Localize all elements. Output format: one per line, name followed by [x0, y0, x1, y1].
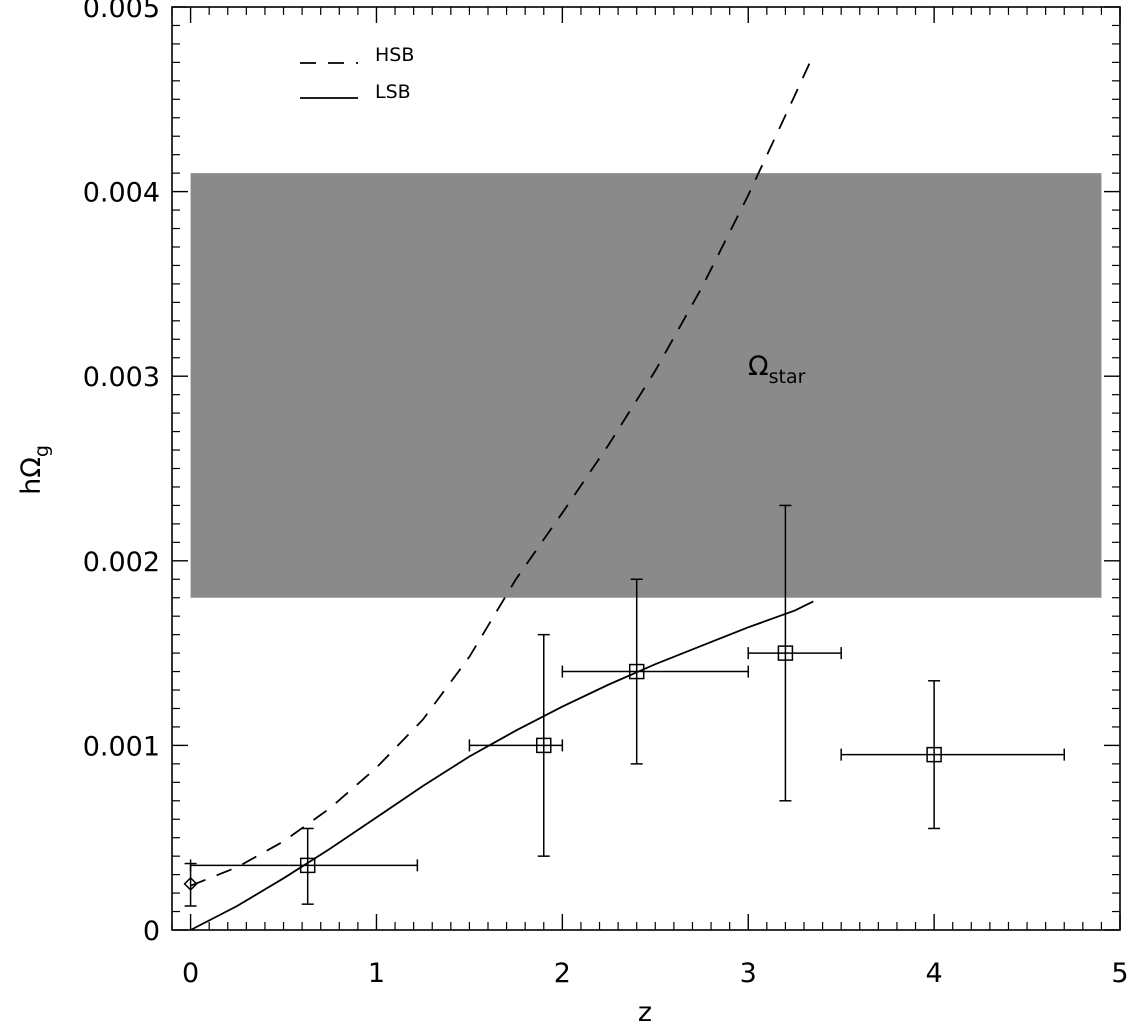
y-tick-label: 0.002	[83, 547, 160, 578]
square-marker	[536, 737, 552, 754]
shaded-region-label: Ωstar	[748, 351, 806, 388]
legend: HSB LSB	[300, 44, 414, 103]
data-point-4	[561, 578, 749, 765]
shaded-region-label-main: Ω	[748, 351, 769, 382]
data-point-5	[747, 504, 842, 802]
y-tick-label: 0.001	[83, 731, 160, 762]
square-marker	[926, 746, 942, 763]
data-point-3	[468, 633, 564, 857]
series-line-hsb	[190, 54, 815, 887]
y-axis-label-sub: g	[31, 445, 53, 457]
data-point-6	[840, 680, 1065, 830]
series-line-lsb	[190, 600, 814, 931]
square-marker	[628, 663, 645, 680]
x-tick-label: 0	[182, 958, 199, 989]
y-axis-label-main: hΩ	[16, 457, 47, 495]
diamond-marker	[183, 876, 198, 891]
shaded-region-label-sub: star	[769, 366, 806, 388]
y-tick-label: 0.004	[83, 178, 160, 209]
data-point-layer	[183, 504, 1065, 907]
x-tick-label: 2	[554, 958, 571, 989]
x-tick-label: 4	[926, 958, 943, 989]
legend-label-hsb: HSB	[375, 44, 414, 66]
curve-layer	[190, 54, 815, 931]
x-tick-label: 3	[740, 958, 757, 989]
shaded-region	[190, 173, 1102, 598]
y-tick-label: 0	[143, 916, 160, 947]
y-axis-label: hΩg	[16, 445, 53, 495]
x-axis-label: z	[638, 997, 652, 1028]
legend-label-lsb: LSB	[375, 81, 411, 103]
y-tick-label: 0.005	[83, 0, 160, 24]
square-marker	[777, 645, 794, 661]
shaded-region-layer	[190, 173, 1102, 598]
square-marker	[299, 857, 316, 874]
y-tick-label: 0.003	[83, 362, 160, 393]
data-point-2	[189, 827, 419, 905]
x-tick-label: 5	[1111, 958, 1128, 989]
tick-layer: 0 1 2 3 4 5 0 0.001 0.002 0.003 0.004 0.005	[83, 0, 1129, 989]
x-tick-label: 1	[368, 958, 385, 989]
